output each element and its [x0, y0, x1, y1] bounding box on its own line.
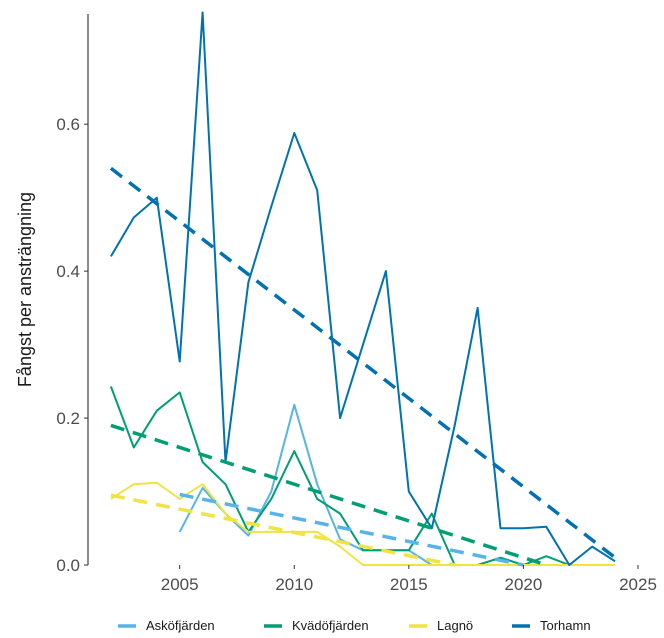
trend-line-kvadofjarden [110, 423, 547, 567]
series-line-lagno [110, 481, 616, 566]
trend-line-askofjarden [179, 492, 524, 567]
x-tick-label: 2025 [619, 575, 657, 594]
series-line-torhamn [110, 11, 616, 566]
x-tick-label: 2020 [505, 575, 543, 594]
trend-line-torhamn [109, 166, 617, 560]
legend-label-torhamn: Torhamn [540, 618, 591, 633]
legend: Asköfjärden Kvädöfjärden Lagnö Torhamn [118, 618, 591, 633]
y-tick-label: 0.4 [56, 262, 80, 281]
series-layer [109, 11, 616, 566]
x-tick-label: 2010 [275, 575, 313, 594]
y-tick-label: 0.2 [56, 409, 80, 428]
series-line-kvadofjarden [109, 386, 593, 566]
y-tick-label: 0.0 [56, 556, 80, 575]
y-tick-label: 0.6 [56, 115, 80, 134]
x-tick-label: 2005 [161, 575, 199, 594]
y-axis-title: Fångst per ansträngning [15, 192, 35, 387]
x-axis-ticks: 2005 2010 2015 2020 2025 [161, 565, 657, 594]
series-line-askofjarden [178, 403, 433, 566]
plot-area [109, 11, 617, 567]
x-tick-label: 2015 [390, 575, 428, 594]
legend-label-lagno: Lagnö [437, 618, 473, 633]
y-axis-ticks: 0.0 0.2 0.4 0.6 [56, 115, 88, 575]
legend-label-kvadofjarden: Kvädöfjärden [292, 618, 369, 633]
trend-layer [109, 166, 617, 567]
trend-line-lagno [110, 493, 456, 567]
legend-label-askofjarden: Asköfjärden [146, 618, 215, 633]
